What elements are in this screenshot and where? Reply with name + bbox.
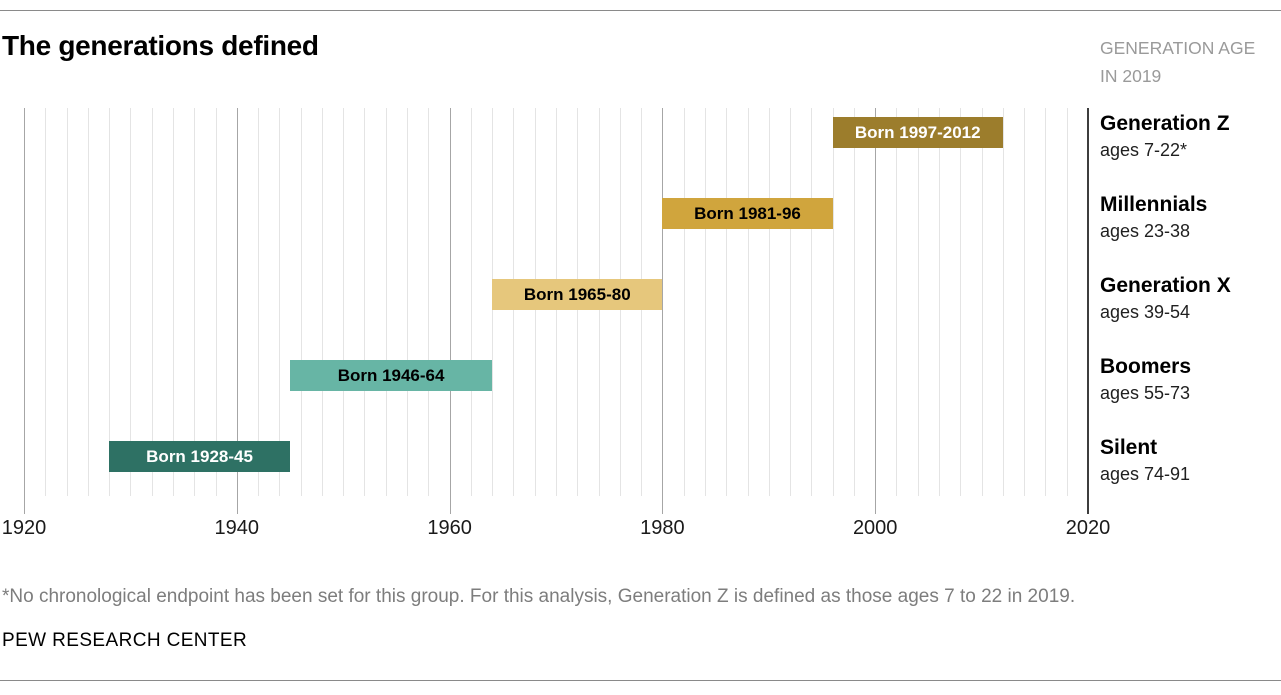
x-axis-tick-label: 1960	[427, 517, 472, 539]
gridline	[301, 108, 302, 496]
gridline	[726, 108, 727, 496]
generation-name: Boomers	[1100, 355, 1192, 378]
gridline	[407, 108, 408, 496]
gridline	[1045, 108, 1046, 496]
generation-ages: ages 74-91	[1100, 464, 1191, 484]
gridline	[216, 108, 217, 496]
age-note-line-2: IN 2019	[1100, 66, 1162, 86]
bar-generation-z: Born 1997-2012	[832, 117, 1003, 148]
axis-end-line	[1087, 108, 1089, 514]
gridline-major	[450, 108, 451, 514]
generation-label-generation-z: Generation Z ages 7-22*	[1100, 112, 1280, 161]
gridline	[811, 108, 812, 496]
gridline	[258, 108, 259, 496]
gridline	[152, 108, 153, 496]
gridline	[939, 108, 940, 496]
generation-name: Silent	[1100, 436, 1158, 459]
generation-ages: ages 23-38	[1100, 221, 1191, 241]
gridline	[322, 108, 323, 496]
gridline	[684, 108, 685, 496]
x-axis-tick-label: 1920	[1, 517, 47, 539]
gridline	[833, 108, 834, 496]
generation-name: Generation Z	[1100, 112, 1230, 135]
gridline-major	[237, 108, 238, 514]
generation-ages: ages 55-73	[1100, 383, 1191, 403]
gridline	[130, 108, 131, 496]
source-label: PEW RESEARCH CENTER	[2, 630, 248, 651]
gridline	[896, 108, 897, 496]
gridline	[45, 108, 46, 496]
gridline	[982, 108, 983, 496]
gridline	[364, 108, 365, 496]
bottom-divider	[0, 680, 1281, 681]
gridline	[173, 108, 174, 496]
generation-name: Generation X	[1100, 274, 1231, 297]
gridline	[279, 108, 280, 496]
gridline-major	[875, 108, 876, 514]
bar-generation-x: Born 1965-80	[492, 279, 663, 310]
gridline	[428, 108, 429, 496]
x-axis-tick-label: 2000	[852, 517, 898, 539]
gridline	[790, 108, 791, 496]
bar-millennials: Born 1981-96	[662, 198, 833, 229]
generation-label-boomers: Boomers ages 55-73	[1100, 355, 1280, 404]
top-divider	[0, 10, 1281, 11]
chart-footnote: *No chronological endpoint has been set …	[2, 586, 1076, 607]
gridline	[471, 108, 472, 496]
x-axis-tick-label: 1980	[640, 517, 685, 539]
gridline	[1067, 108, 1068, 496]
gridline-major	[662, 108, 663, 514]
bar-boomers: Born 1946-64	[290, 360, 493, 391]
x-axis-tick-label: 1940	[214, 517, 260, 539]
gridline	[1024, 108, 1025, 496]
chart-title: The generations defined	[2, 30, 319, 61]
gridline	[1003, 108, 1004, 496]
generation-ages: ages 7-22*	[1100, 140, 1188, 160]
gridline	[748, 108, 749, 496]
gridline-major	[24, 108, 25, 514]
generation-label-millennials: Millennials ages 23-38	[1100, 193, 1280, 242]
gridline	[109, 108, 110, 496]
gridline	[918, 108, 919, 496]
age-note-line-1: GENERATION AGE	[1100, 38, 1256, 58]
x-axis-tick-label: 2020	[1065, 517, 1111, 539]
generation-label-generation-x: Generation X ages 39-54	[1100, 274, 1280, 323]
bar-silent: Born 1928-45	[109, 441, 290, 472]
gridline	[960, 108, 961, 496]
generation-age-note: GENERATION AGE IN 2019	[1100, 34, 1278, 90]
gridline	[67, 108, 68, 496]
gridline	[386, 108, 387, 496]
gridline	[343, 108, 344, 496]
generation-label-silent: Silent ages 74-91	[1100, 436, 1280, 485]
gridline	[88, 108, 89, 496]
gridline	[769, 108, 770, 496]
gridline	[854, 108, 855, 496]
gridline	[194, 108, 195, 496]
generation-ages: ages 39-54	[1100, 302, 1191, 322]
gridline	[705, 108, 706, 496]
generation-name: Millennials	[1100, 193, 1208, 216]
